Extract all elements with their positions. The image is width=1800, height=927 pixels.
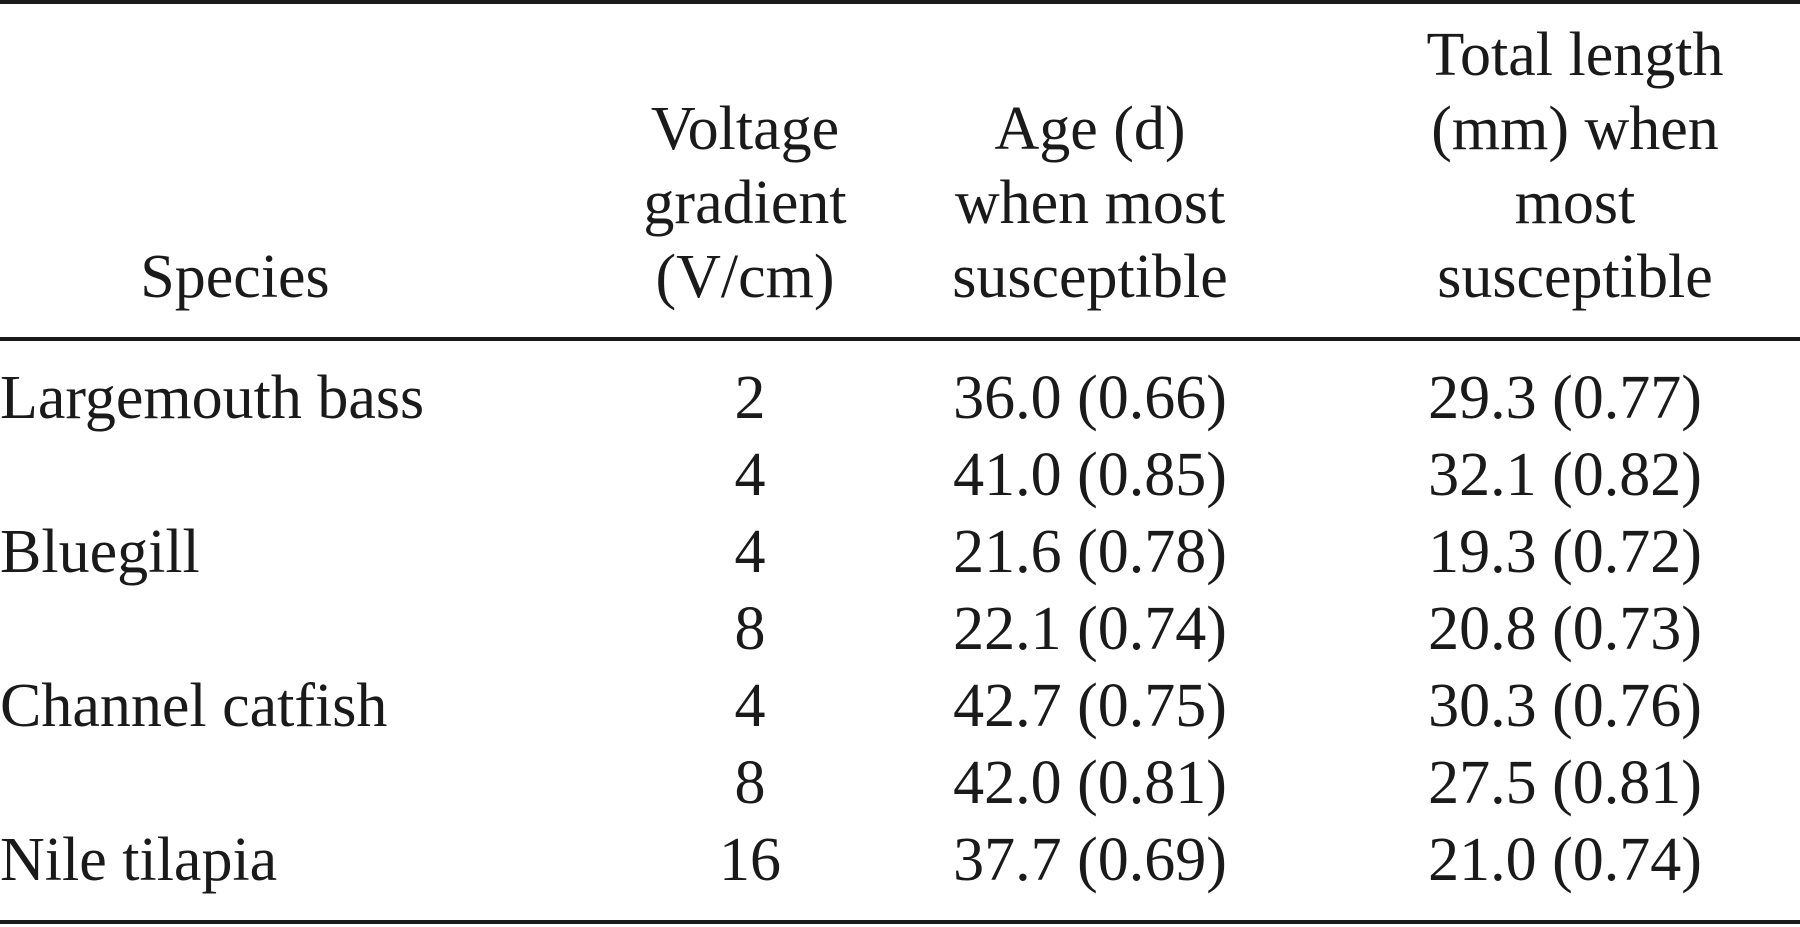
header-voltage-line: gradient <box>643 169 847 237</box>
table-row: Nile tilapia 16 37.7 (0.69) 21.0 (0.74) <box>0 821 1800 899</box>
table-row: 4 41.0 (0.85) 32.1 (0.82) <box>0 436 1800 514</box>
cell-length: 27.5 (0.81) <box>1428 749 1702 817</box>
cell-voltage: 16 <box>719 826 781 894</box>
cell-voltage: 2 <box>734 364 766 432</box>
header-voltage-line: Voltage <box>650 95 840 163</box>
cell-species: Nile tilapia <box>0 826 278 894</box>
cell-voltage: 8 <box>734 749 766 817</box>
cell-age: 42.7 (0.75) <box>953 672 1227 740</box>
cell-age: 37.7 (0.69) <box>953 826 1227 894</box>
header-species: Species <box>100 240 370 314</box>
cell-length: 19.3 (0.72) <box>1428 518 1702 586</box>
table-row: Largemouth bass 2 36.0 (0.66) 29.3 (0.77… <box>0 359 1800 437</box>
cell-voltage: 4 <box>734 672 766 740</box>
cell-age: 41.0 (0.85) <box>953 441 1227 509</box>
header-length-line: Total length <box>1426 21 1724 89</box>
header-age-line: Age (d) <box>994 95 1186 163</box>
cell-length: 21.0 (0.74) <box>1428 826 1702 894</box>
table-row: 8 22.1 (0.74) 20.8 (0.73) <box>0 590 1800 668</box>
cell-age: 42.0 (0.81) <box>953 749 1227 817</box>
header-age: Age (d) when most susceptible <box>920 92 1260 314</box>
table-row: 8 42.0 (0.81) 27.5 (0.81) <box>0 744 1800 822</box>
header-length-line: (mm) when <box>1431 95 1719 163</box>
cell-length: 20.8 (0.73) <box>1428 595 1702 663</box>
table-row: Channel catfish 4 42.7 (0.75) 30.3 (0.76… <box>0 667 1800 745</box>
cell-age: 21.6 (0.78) <box>953 518 1227 586</box>
header-age-line: when most <box>954 169 1226 237</box>
header-rule <box>0 337 1800 341</box>
cell-age: 36.0 (0.66) <box>953 364 1227 432</box>
cell-length: 30.3 (0.76) <box>1428 672 1702 740</box>
cell-age: 22.1 (0.74) <box>953 595 1227 663</box>
table-row: Bluegill 4 21.6 (0.78) 19.3 (0.72) <box>0 513 1800 591</box>
cell-length: 32.1 (0.82) <box>1428 441 1702 509</box>
header-voltage-gradient: Voltage gradient (V/cm) <box>575 92 915 314</box>
cell-species: Bluegill <box>0 518 200 586</box>
header-species-line: Species <box>140 243 330 311</box>
header-age-line: susceptible <box>952 243 1228 311</box>
cell-species: Largemouth bass <box>0 364 425 432</box>
cell-voltage: 4 <box>734 441 766 509</box>
cell-voltage: 4 <box>734 518 766 586</box>
header-length-line: most <box>1514 169 1636 237</box>
bottom-rule <box>0 920 1800 924</box>
cell-length: 29.3 (0.77) <box>1428 364 1702 432</box>
header-voltage-line: (V/cm) <box>655 243 835 311</box>
header-total-length: Total length (mm) when most susceptible <box>1380 18 1770 314</box>
header-length-line: susceptible <box>1437 243 1713 311</box>
cell-voltage: 8 <box>734 595 766 663</box>
top-rule <box>0 0 1800 4</box>
cell-species: Channel catfish <box>0 672 388 740</box>
